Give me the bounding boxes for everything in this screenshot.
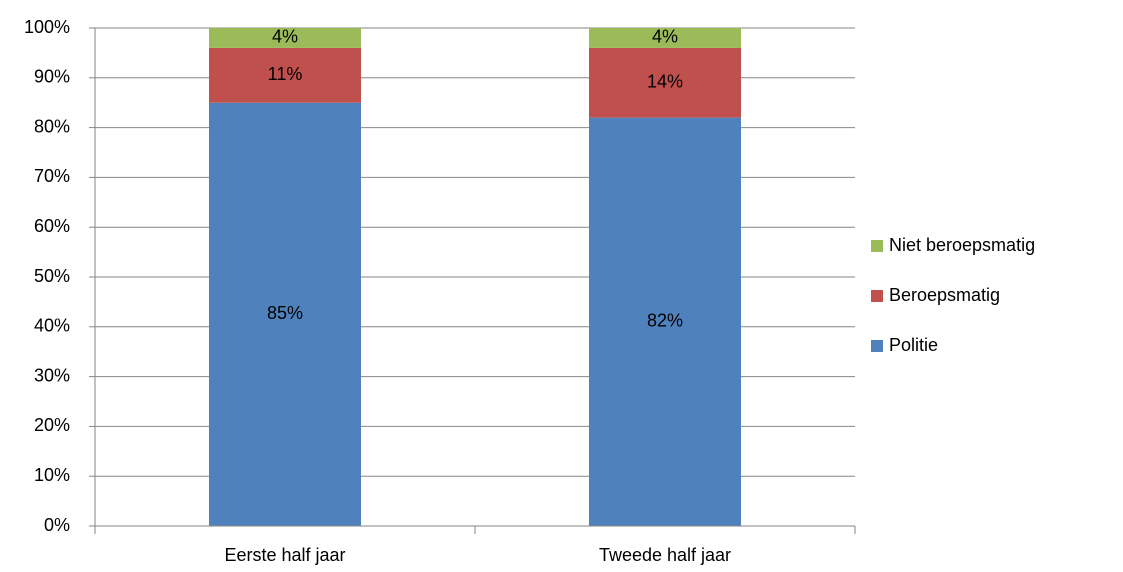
y-tick-label: 90% xyxy=(34,67,70,87)
y-tick-label: 0% xyxy=(44,515,70,535)
bar-segment xyxy=(209,47,361,103)
y-tick-label: 100% xyxy=(24,17,70,37)
data-label: 85% xyxy=(267,303,303,323)
legend-swatch xyxy=(871,290,883,302)
y-tick-label: 20% xyxy=(34,415,70,435)
bar-segment xyxy=(209,102,361,526)
data-label: 14% xyxy=(647,72,683,92)
bar-segment xyxy=(589,117,741,526)
legend-swatch xyxy=(871,240,883,252)
legend-label: Politie xyxy=(889,335,938,355)
bar-segment xyxy=(589,47,741,118)
y-tick-label: 80% xyxy=(34,116,70,136)
y-tick-label: 40% xyxy=(34,316,70,336)
y-tick-label: 70% xyxy=(34,166,70,186)
y-tick-label: 60% xyxy=(34,216,70,236)
legend-label: Beroepsmatig xyxy=(889,285,1000,305)
legend-label: Niet beroepsmatig xyxy=(889,235,1035,255)
data-label: 4% xyxy=(652,27,678,47)
bar-segment xyxy=(209,28,361,48)
y-tick-label: 10% xyxy=(34,465,70,485)
data-label: 11% xyxy=(268,64,303,84)
bar-segment xyxy=(589,28,741,48)
x-tick-label: Tweede half jaar xyxy=(599,545,731,565)
data-label: 82% xyxy=(647,311,683,331)
data-label: 4% xyxy=(272,27,298,47)
x-tick-label: Eerste half jaar xyxy=(224,545,345,565)
y-tick-label: 30% xyxy=(34,365,70,385)
y-tick-label: 50% xyxy=(34,266,70,286)
legend-swatch xyxy=(871,340,883,352)
